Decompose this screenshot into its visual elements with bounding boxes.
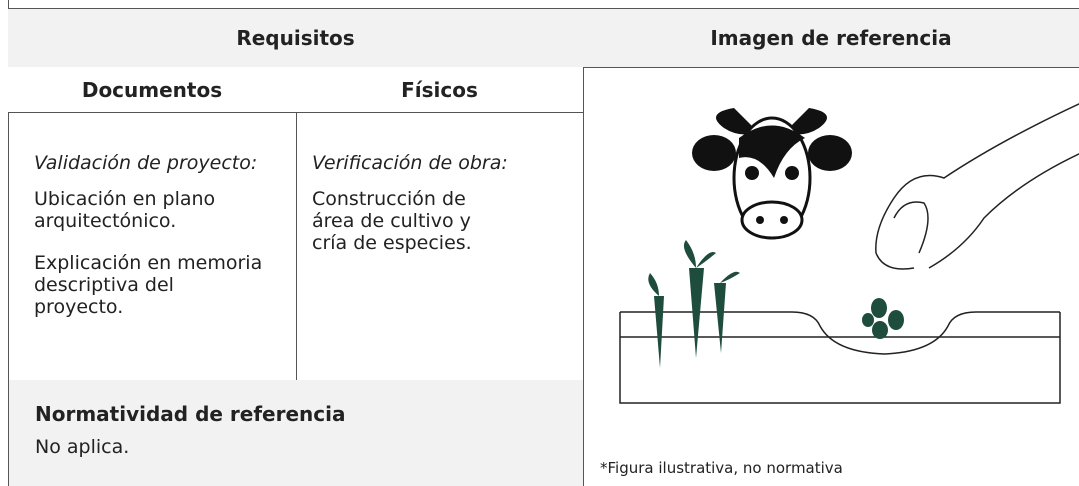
carrots (648, 240, 904, 368)
physical-heading: Verificación de obra: (312, 152, 508, 174)
illustration: *Figura ilustrativa, no normativa (600, 103, 1079, 477)
hand (875, 103, 1079, 270)
ground-line (620, 311, 1060, 355)
physical-cell: Verificación de obra: Construcción de ár… (296, 112, 584, 381)
header-text: Requisitos (236, 26, 355, 50)
figure-caption: *Figura ilustrativa, no normativa (600, 459, 843, 477)
subheader-text: Físicos (401, 77, 478, 102)
subheader-cell: Físicos (296, 67, 584, 113)
documents-heading: Validación de proyecto: (34, 152, 258, 174)
header-cell: Imagen de referencia (583, 8, 1079, 68)
subheader-text: Documentos (81, 77, 223, 102)
physical-item: Construcción de área de cultivo y cría d… (312, 188, 472, 254)
header-text: Imagen de referencia (710, 26, 952, 50)
ground-box (619, 312, 1061, 404)
left-border (8, 0, 9, 486)
documents-cell: Validación de proyecto: Ubicación en pla… (8, 112, 297, 381)
regulations-text: No aplica. (35, 436, 130, 458)
documents-item: Explicación en memoria descriptiva del p… (34, 252, 263, 318)
regulations-cell: Normatividad de referencia No aplica. (9, 380, 584, 486)
documents-item: Ubicación en plano arquitectónico. (34, 188, 216, 232)
subheader-cell: Documentos (8, 67, 297, 113)
regulations-title: Normatividad de referencia (35, 402, 346, 426)
cow (692, 108, 852, 240)
header-cell: Requisitos (8, 8, 584, 68)
